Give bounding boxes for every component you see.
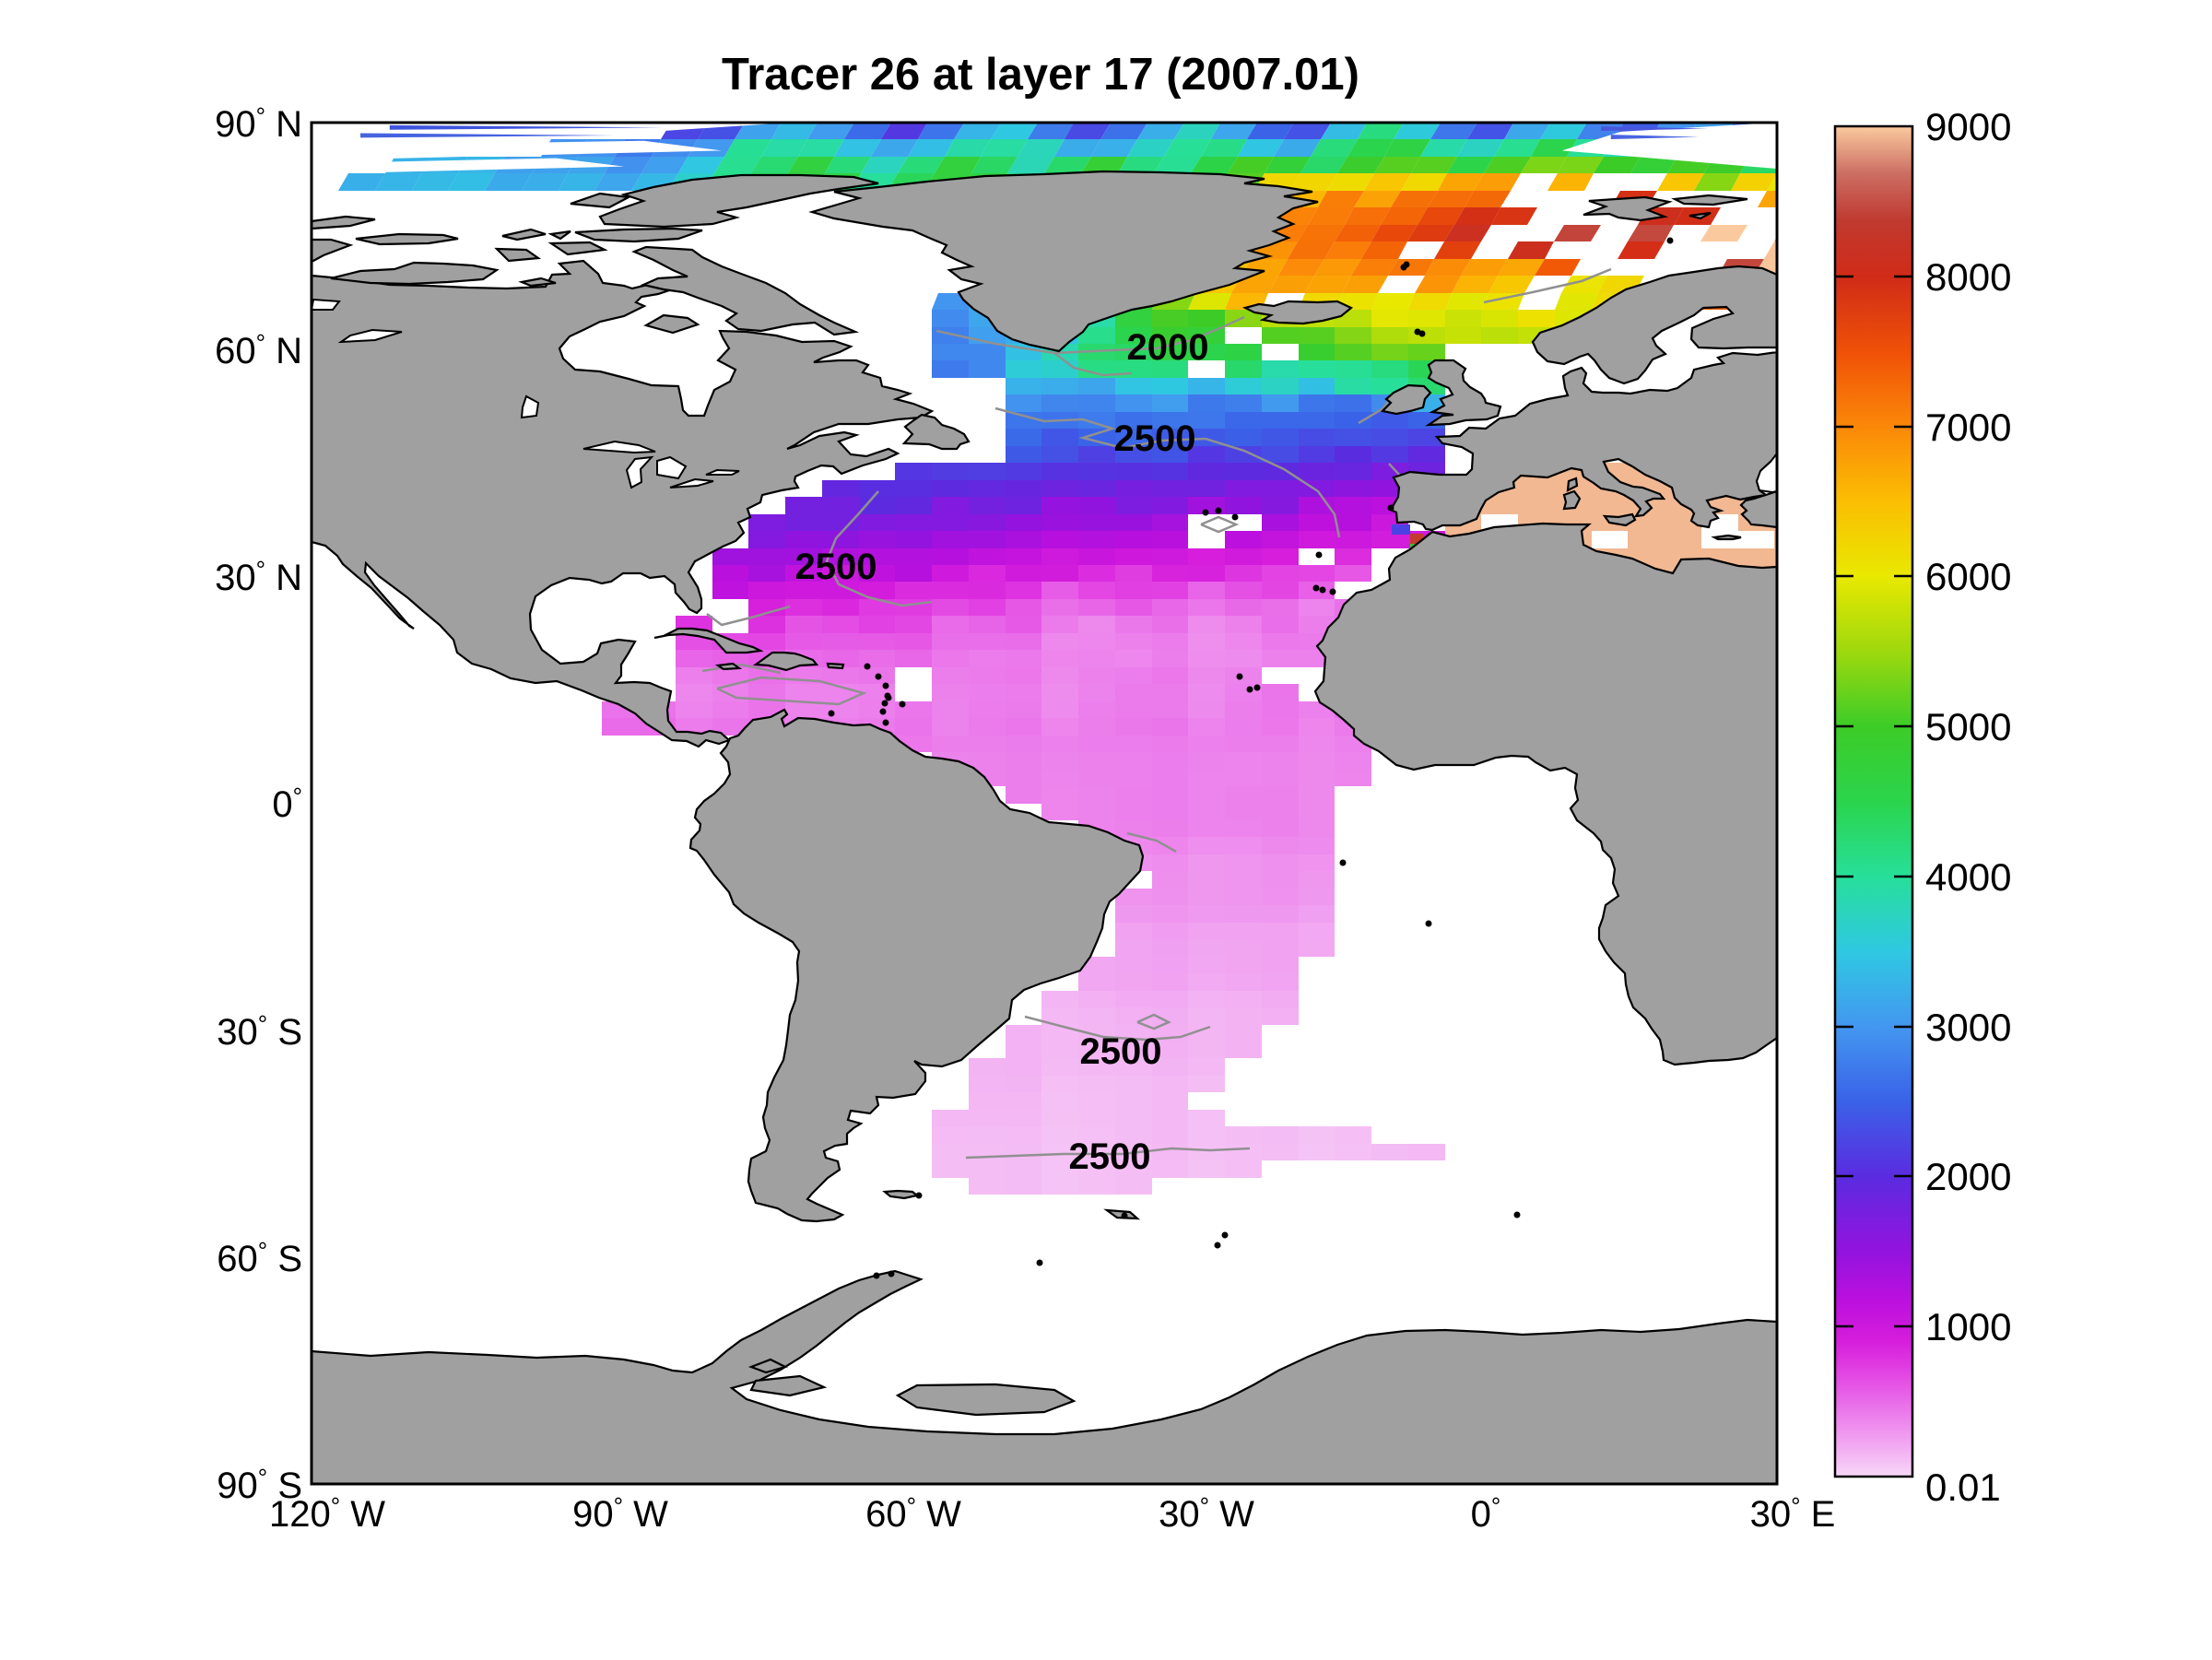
svg-text:2500: 2500 — [1114, 418, 1196, 459]
svg-text:2500: 2500 — [1069, 1136, 1151, 1177]
svg-text:30° S: 30° S — [217, 1010, 302, 1053]
svg-text:30° W: 30° W — [1159, 1492, 1254, 1535]
svg-text:1000: 1000 — [1925, 1305, 2011, 1348]
svg-text:6000: 6000 — [1925, 555, 2011, 598]
svg-text:7000: 7000 — [1925, 406, 2011, 449]
svg-text:5000: 5000 — [1925, 705, 2011, 748]
svg-text:2500: 2500 — [795, 547, 877, 587]
svg-text:2000: 2000 — [1925, 1155, 2011, 1198]
svg-text:8000: 8000 — [1925, 255, 2011, 299]
svg-text:0.01: 0.01 — [1925, 1466, 2001, 1509]
svg-text:2500: 2500 — [1080, 1031, 1162, 1072]
svg-text:9000: 9000 — [1925, 105, 2011, 148]
svg-text:120° W: 120° W — [269, 1492, 385, 1535]
svg-text:90° S: 90° S — [217, 1464, 302, 1506]
svg-text:3000: 3000 — [1925, 1006, 2011, 1049]
svg-text:60° N: 60° N — [215, 329, 302, 371]
svg-text:4000: 4000 — [1925, 855, 2011, 899]
svg-text:2000: 2000 — [1127, 327, 1209, 368]
svg-text:Tracer 26 at layer 17 (2007.01: Tracer 26 at layer 17 (2007.01) — [722, 50, 1359, 100]
